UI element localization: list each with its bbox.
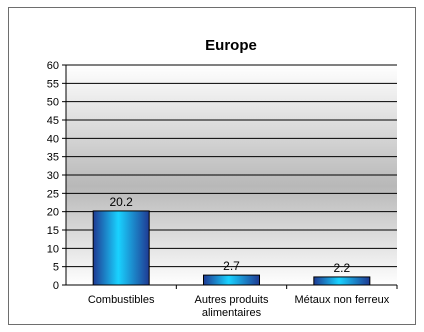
x-tick-label: Autres produits alimentaires [195,294,269,319]
y-tick-label: 10 [47,243,59,255]
data-label: 2.2 [333,261,350,275]
chart-frame: Europe 0 5 10 15 20 25 30 35 40 45 50 55 60 20.2 2.7 2… [8,7,416,325]
y-tick-label: 25 [47,188,59,200]
bar [203,274,260,286]
y-axis-ticks: 0 5 10 15 20 25 30 35 40 45 50 55 60 [47,60,66,292]
y-tick-label: 40 [47,133,59,145]
y-tick-label: 15 [47,225,59,237]
y-tick-label: 0 [53,280,59,292]
y-tick-label: 45 [47,115,59,127]
y-tick-label: 50 [47,97,59,109]
bars [92,210,371,286]
y-tick-label: 5 [53,262,59,274]
y-tick-label: 20 [47,207,59,219]
y-tick-label: 30 [47,170,59,182]
data-label: 20.2 [109,195,133,209]
y-tick-label: 35 [47,152,59,164]
y-tick-label: 55 [47,78,59,90]
x-tick-label: Métaux non ferreux [294,294,389,306]
y-tick-label: 60 [47,60,59,72]
x-axis-labels: Combustibles Autres produits alimentaires M… [88,285,398,319]
bar [92,210,150,286]
data-labels: 20.2 2.7 2.2 [109,195,350,275]
x-tick-label: Combustibles [88,294,155,306]
chart-title: Europe [205,37,257,54]
data-label: 2.7 [223,259,240,273]
bar [313,276,371,286]
